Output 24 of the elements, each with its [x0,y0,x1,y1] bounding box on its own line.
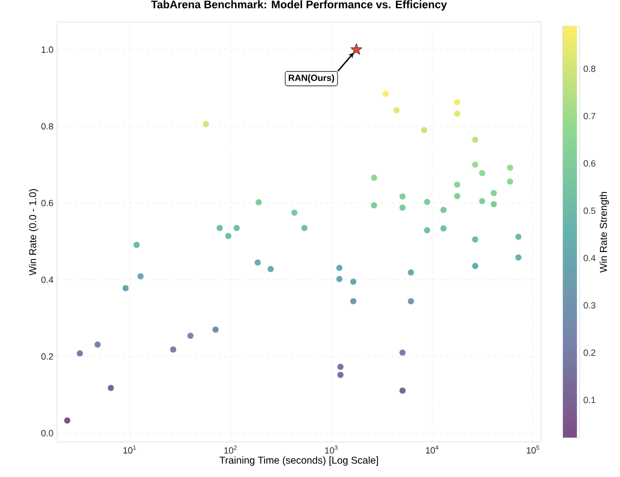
y-tick-label: 0.8 [41,123,54,130]
y-tick-label: 0.6 [41,200,54,206]
y-tick-label: 0.4 [41,276,54,283]
color-bar-label: 0.5 [584,208,596,214]
chart-title: TabArena Benchmark: Model Performance vs. Efficiency [151,0,447,10]
color-bar-label: 0.4 [584,254,596,262]
annotation: RAN(Ours) [288,74,334,83]
y-tick-label: 0.2 [41,353,54,360]
y-tick-label: 1.0 [42,46,54,53]
y-axis-title: Win Rate (0.0 - 1.0) [28,189,38,276]
color-bar-label: 0.8 [584,66,596,72]
x-tick-label: 10$^{1}$ [124,446,136,454]
x-tick-label: 10$^{5}$ [526,446,540,454]
color-bar-label: 0.7 [584,112,596,120]
color-bar-title: Win Rate Strength [600,192,609,273]
color-bar-label: 0.1 [584,396,596,404]
x-tick-label: 10$^{3}$ [325,446,338,454]
x-tick-label: 10$^{2}$ [224,446,237,454]
color-bar-label: 0.6 [584,160,596,167]
x-tick-label: 10$^{4}$ [426,446,438,454]
color-bar-label: 0.2 [584,349,596,356]
color-bar-label: 0.3 [584,302,596,309]
x-axis-title: Training Time (seconds) [Log Scale] [220,456,378,466]
y-tick-label: 0.0 [41,430,54,436]
